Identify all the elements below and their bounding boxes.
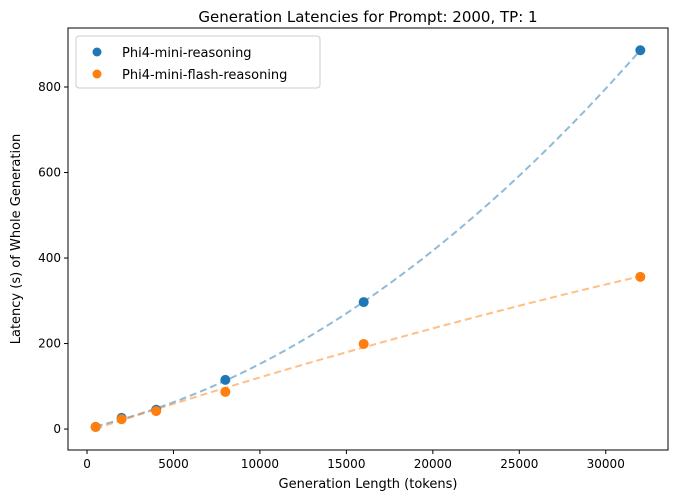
- trend-line-0: [95, 49, 642, 428]
- legend-label-phi4-mini-reasoning: Phi4-mini-reasoning: [122, 46, 252, 61]
- data-point-series-1: [90, 421, 101, 432]
- x-tick-label: 25000: [500, 457, 538, 471]
- chart-title: Generation Latencies for Prompt: 2000, T…: [198, 8, 537, 26]
- data-point-series-1: [220, 386, 231, 397]
- y-tick-label: 0: [53, 422, 61, 436]
- x-tick-label: 15000: [327, 457, 365, 471]
- x-tick-label: 0: [83, 457, 91, 471]
- data-point-series-1: [635, 271, 646, 282]
- data-point-series-1: [151, 406, 162, 417]
- data-point-series-0: [358, 297, 369, 308]
- plot-frame: [67, 27, 669, 451]
- y-tick-label: 800: [38, 80, 61, 94]
- legend-marker-phi4-mini-reasoning: [92, 47, 102, 57]
- y-axis-label: Latency (s) of Whole Generation: [9, 134, 24, 345]
- data-point-series-0: [220, 374, 231, 385]
- x-axis-label: Generation Length (tokens): [279, 477, 458, 492]
- legend: Phi4-mini-reasoning Phi4-mini-flash-reas…: [75, 35, 321, 89]
- data-point-series-0: [635, 45, 646, 56]
- x-tick-label: 30000: [587, 457, 625, 471]
- x-tick-label: 10000: [241, 457, 279, 471]
- data-point-series-1: [358, 338, 369, 349]
- data-point-series-1: [116, 414, 127, 425]
- y-tick-label: 200: [38, 337, 61, 351]
- x-tick-label: 5000: [158, 457, 189, 471]
- x-tick-label: 20000: [414, 457, 452, 471]
- legend-label-phi4-mini-flash-reasoning: Phi4-mini-flash-reasoning: [122, 68, 287, 83]
- legend-marker-phi4-mini-flash-reasoning: [92, 69, 102, 79]
- y-tick-label: 400: [38, 251, 61, 265]
- y-tick-label: 600: [38, 166, 61, 180]
- legend-box: [75, 35, 321, 89]
